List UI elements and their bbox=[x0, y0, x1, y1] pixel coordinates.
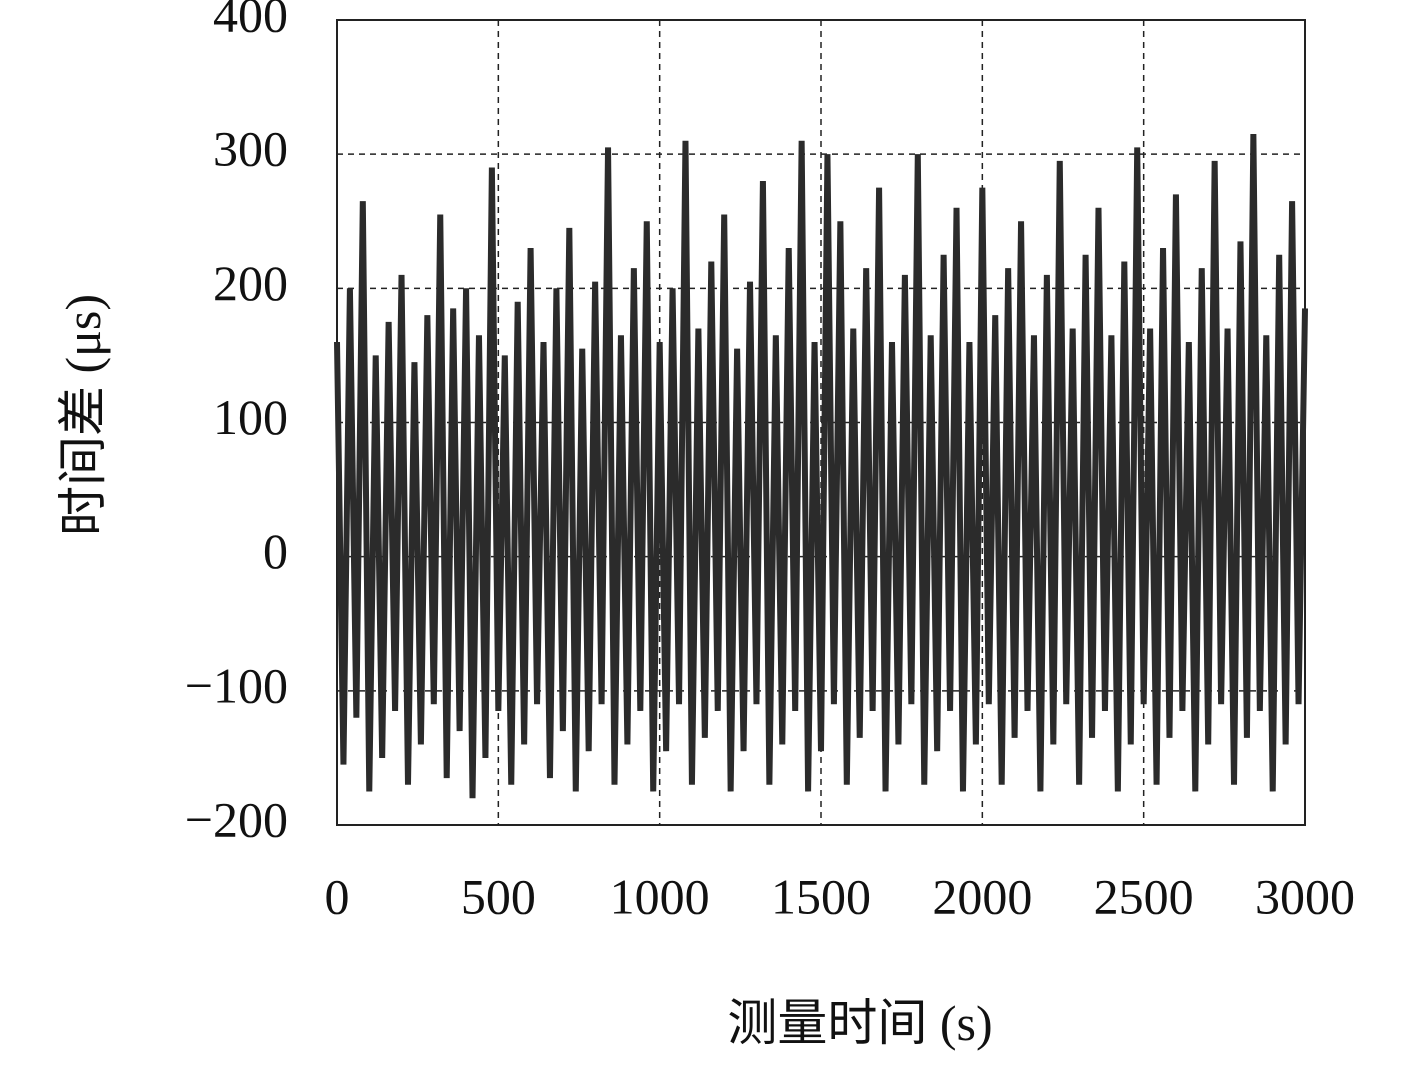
y-tick-label: 200 bbox=[213, 255, 288, 311]
x-tick-label: 2000 bbox=[932, 868, 1032, 924]
y-tick-label: 100 bbox=[213, 389, 288, 445]
y-axis-label: 时间差 (μs) bbox=[55, 294, 111, 536]
x-tick-label: 500 bbox=[461, 868, 536, 924]
data-line bbox=[334, 134, 1308, 799]
x-tick-label: 3000 bbox=[1255, 868, 1355, 924]
x-tick-label: 1500 bbox=[771, 868, 871, 924]
y-tick-label: −100 bbox=[185, 657, 288, 713]
y-tick-label: −200 bbox=[185, 791, 288, 847]
y-tick-label: 400 bbox=[213, 0, 288, 42]
x-tick-label: 0 bbox=[325, 868, 350, 924]
x-axis-label: 测量时间 (s) bbox=[727, 995, 992, 1051]
y-tick-label: 0 bbox=[263, 523, 288, 579]
y-tick-label: 300 bbox=[213, 121, 288, 177]
x-tick-label: 2500 bbox=[1094, 868, 1194, 924]
x-tick-label: 1000 bbox=[610, 868, 710, 924]
